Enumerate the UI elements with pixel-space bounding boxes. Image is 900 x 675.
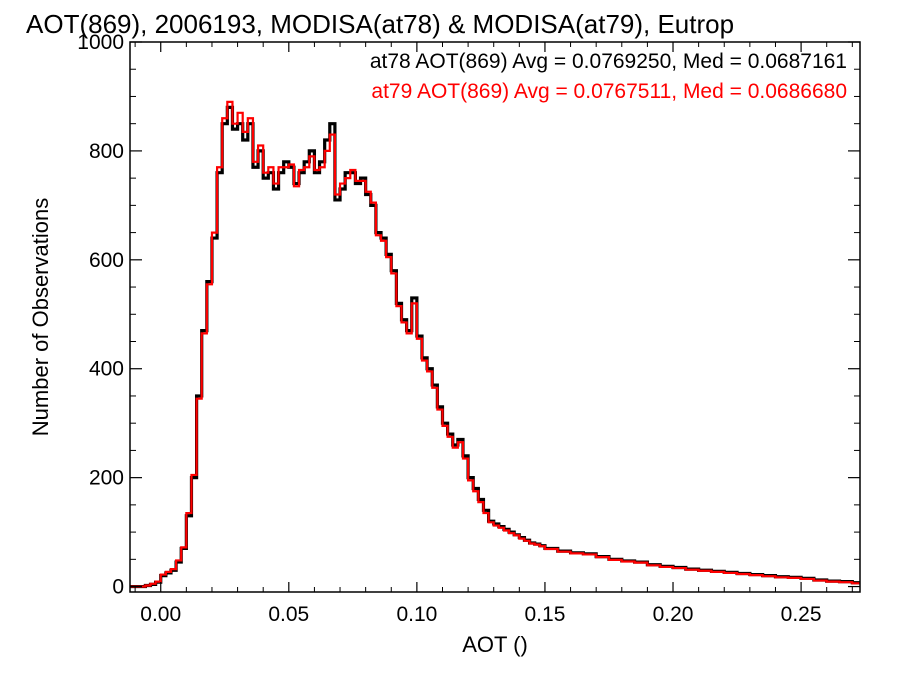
x-axis-label: AOT () (462, 632, 528, 657)
x-axis: 0.00 0.05 0.10 0.15 0.20 0.25 (134, 42, 853, 626)
chart-title: AOT(869), 2006193, MODISA(at78) & MODISA… (26, 9, 734, 39)
y-tick-label: 800 (89, 140, 124, 163)
series-line-at79 (130, 100, 860, 588)
plot-frame (129, 41, 861, 593)
x-tick-label: 0.15 (525, 603, 566, 626)
y-axis: 0 200 400 600 800 1000 (77, 31, 860, 599)
y-tick-label: 400 (89, 358, 124, 381)
annotation-at78: at78 AOT(869) Avg = 0.0769250, Med = 0.0… (370, 50, 847, 73)
x-tick-label: 0.25 (781, 603, 822, 626)
y-tick-label: 600 (89, 249, 124, 272)
series-line-at78 (130, 105, 860, 589)
x-tick-label: 0.10 (396, 603, 437, 626)
y-tick-label: 200 (89, 467, 124, 490)
y-tick-label: 1000 (77, 31, 124, 54)
x-tick-label: 0.00 (140, 603, 181, 626)
y-axis-label: Number of Observations (28, 198, 53, 436)
plot-area (130, 100, 860, 589)
annotation-at78-text: at78 AOT(869) Avg = 0.0769250, Med = 0.0… (370, 50, 847, 73)
x-tick-label: 0.20 (653, 603, 694, 626)
annotation-at79-text: at79 AOT(869) Avg = 0.0767511, Med = 0.0… (371, 80, 847, 103)
x-tick-label: 0.05 (268, 603, 309, 626)
y-tick-label: 0 (112, 576, 124, 599)
annotation-at79: at79 AOT(869) Avg = 0.0767511, Med = 0.0… (371, 80, 847, 103)
